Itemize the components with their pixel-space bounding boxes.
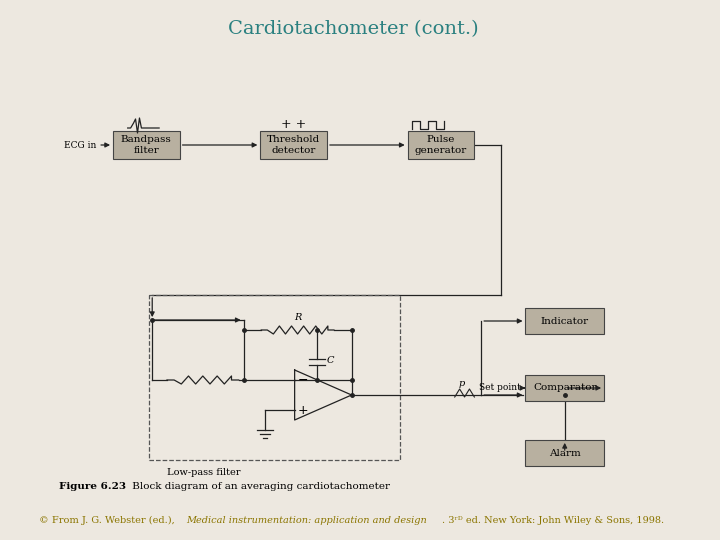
Text: Indicator: Indicator xyxy=(541,316,589,326)
Text: + +: + + xyxy=(281,118,306,132)
Text: p: p xyxy=(459,379,464,388)
Bar xyxy=(260,131,327,159)
Bar xyxy=(526,440,604,466)
Bar xyxy=(113,131,180,159)
Text: Medical instrumentation: application and design: Medical instrumentation: application and… xyxy=(186,516,428,525)
Text: Bandpass
filter: Bandpass filter xyxy=(121,136,171,154)
Text: Cardiotachometer (cont.): Cardiotachometer (cont.) xyxy=(228,20,479,38)
Text: Threshold
detector: Threshold detector xyxy=(267,136,320,154)
Text: Alarm: Alarm xyxy=(549,449,580,457)
Text: © From J. G. Webster (ed.),: © From J. G. Webster (ed.), xyxy=(40,516,178,525)
Text: Set point: Set point xyxy=(479,383,521,393)
Bar xyxy=(526,375,604,401)
Bar xyxy=(526,308,604,334)
Text: Comparator: Comparator xyxy=(533,383,596,393)
Text: C: C xyxy=(327,356,335,365)
Text: ECG in: ECG in xyxy=(64,140,96,150)
Text: R: R xyxy=(294,313,301,322)
Text: Figure 6.23: Figure 6.23 xyxy=(59,482,126,491)
Text: Block diagram of an averaging cardiotachometer: Block diagram of an averaging cardiotach… xyxy=(116,482,390,491)
Bar xyxy=(408,131,474,159)
Text: Pulse
generator: Pulse generator xyxy=(415,136,467,154)
Text: . 3ʳᴰ ed. New York: John Wiley & Sons, 1998.: . 3ʳᴰ ed. New York: John Wiley & Sons, 1… xyxy=(442,516,664,525)
Bar xyxy=(149,295,400,460)
Text: −: − xyxy=(297,374,307,387)
Text: +: + xyxy=(297,403,308,416)
Text: Low-pass filter: Low-pass filter xyxy=(166,468,240,477)
